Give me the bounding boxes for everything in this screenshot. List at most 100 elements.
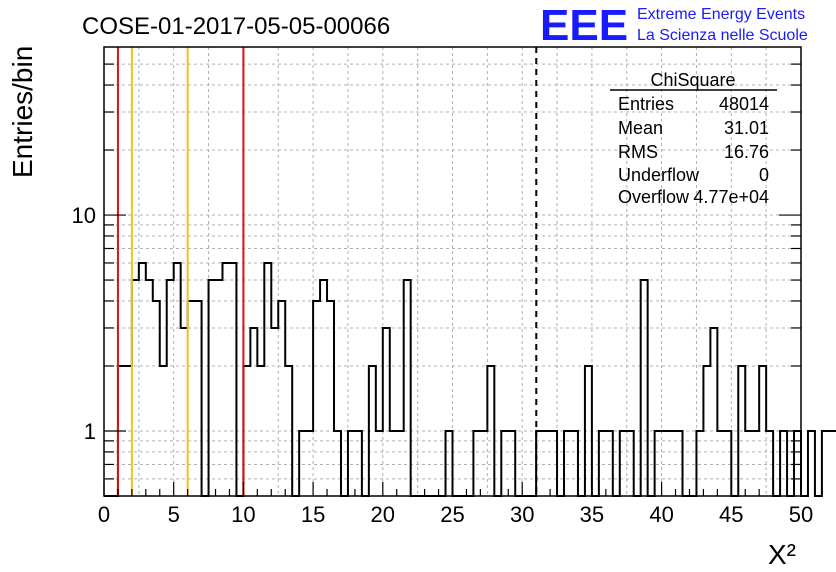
histogram-bin (655, 431, 662, 496)
histogram-bin (696, 431, 703, 496)
stats-title: ChiSquare (650, 70, 735, 90)
histogram-bin (780, 431, 787, 496)
y-tick-label: 10 (72, 203, 96, 228)
histogram-bin (376, 431, 383, 496)
histogram-bin (390, 431, 397, 496)
histogram-bin (808, 431, 815, 496)
histogram-bin (822, 431, 829, 496)
histogram-bin (257, 366, 264, 496)
histogram-bin (383, 328, 390, 496)
stats-mean-label: Mean (618, 118, 663, 138)
stats-mean-value: 31.01 (724, 118, 769, 138)
histogram-bin (829, 431, 836, 496)
histogram-bin (564, 431, 571, 496)
histogram-bin (278, 301, 285, 496)
x-tick-label: 35 (580, 502, 604, 527)
histogram-bin (369, 366, 376, 496)
stats-underflow-label: Underflow (618, 165, 700, 185)
histogram-bin (222, 263, 229, 496)
histogram-bin (446, 431, 453, 496)
histogram-bin (327, 301, 334, 496)
histogram-bin (501, 431, 508, 496)
histogram-bin (139, 263, 146, 496)
histogram-bin (599, 431, 606, 496)
histogram-bin (306, 431, 313, 496)
histogram-bin (397, 431, 404, 496)
stats-entries-value: 48014 (719, 94, 769, 114)
histogram-bin (146, 280, 153, 496)
x-tick-label: 20 (371, 502, 395, 527)
histogram-bin (620, 431, 627, 496)
histogram-bin (334, 431, 341, 496)
histogram-bin (669, 431, 676, 496)
histogram-bin (480, 431, 487, 496)
histogram-bin (188, 301, 195, 496)
histogram-bin (313, 301, 320, 496)
stats-underflow-value: 0 (759, 165, 769, 185)
histogram-bin (627, 431, 634, 496)
histogram-bin (508, 431, 515, 496)
histogram-bin (703, 366, 710, 496)
histogram-bin (195, 301, 202, 496)
histogram-bin (641, 280, 648, 496)
histogram-bin (536, 431, 543, 496)
eee-logo: EEE Extreme Energy Events La Scienza nel… (540, 1, 808, 50)
histogram-bin (473, 431, 480, 496)
histogram-bin (759, 366, 766, 496)
histogram-bin (174, 263, 181, 496)
histogram-bin (167, 280, 174, 496)
x-tick-label: 40 (649, 502, 673, 527)
histogram-bin (209, 280, 216, 496)
x-axis-label: X² (768, 539, 796, 570)
histogram-bin (216, 280, 223, 496)
plot-area: 0 5 10 15 20 25 30 35 40 45 50 1 10 (72, 46, 836, 527)
histogram-bin (132, 280, 139, 496)
histogram-bin (738, 366, 745, 496)
histogram-bin (348, 431, 355, 496)
histogram-bin (752, 431, 759, 496)
x-tick-label: 50 (789, 502, 813, 527)
eee-logo-mark: EEE (540, 1, 628, 50)
histogram-bin (662, 431, 669, 496)
histogram-bin (264, 263, 271, 496)
histogram-bin (355, 431, 362, 496)
stats-box: ChiSquare Entries 48014 Mean 31.01 RMS 1… (610, 70, 777, 207)
x-tick-label: 25 (440, 502, 464, 527)
x-tick-label: 45 (719, 502, 743, 527)
histogram-bin (585, 366, 592, 496)
histogram-bin (243, 366, 250, 496)
stats-rms-value: 16.76 (724, 142, 769, 162)
histogram-bin (676, 431, 683, 496)
histogram-bin (710, 328, 717, 496)
x-tick-label: 0 (98, 502, 110, 527)
histogram-bin (299, 431, 306, 496)
stats-overflow-label: Overflow (618, 187, 690, 207)
x-tick-label: 10 (231, 502, 255, 527)
histogram-bin (766, 431, 773, 496)
chart-title: COSE-01-2017-05-05-00066 (82, 13, 390, 40)
x-tick-label: 15 (301, 502, 325, 527)
stats-rms-label: RMS (618, 142, 658, 162)
stats-overflow-value: 4.77e+04 (693, 187, 769, 207)
histogram-bin (487, 366, 494, 496)
eee-logo-line1: Extreme Energy Events (637, 6, 805, 23)
histogram-bin (404, 280, 411, 496)
y-tick-label: 1 (84, 419, 96, 444)
histogram-bin (153, 301, 160, 496)
histogram-bin (271, 328, 278, 496)
histogram-bin (229, 263, 236, 496)
histogram-bin (724, 431, 731, 496)
histogram-bin (543, 431, 550, 496)
histogram-bin (550, 431, 557, 496)
x-tick-label: 5 (168, 502, 180, 527)
eee-logo-line2: La Scienza nelle Scuole (637, 27, 808, 44)
x-tick-label: 30 (510, 502, 534, 527)
y-axis-label: Entries/bin (7, 46, 38, 178)
stats-entries-label: Entries (618, 94, 674, 114)
histogram-bin (160, 366, 167, 496)
histogram-bin (250, 328, 257, 496)
histogram-bin (285, 366, 292, 496)
histogram-bin (717, 431, 724, 496)
histogram-bin (181, 328, 188, 496)
